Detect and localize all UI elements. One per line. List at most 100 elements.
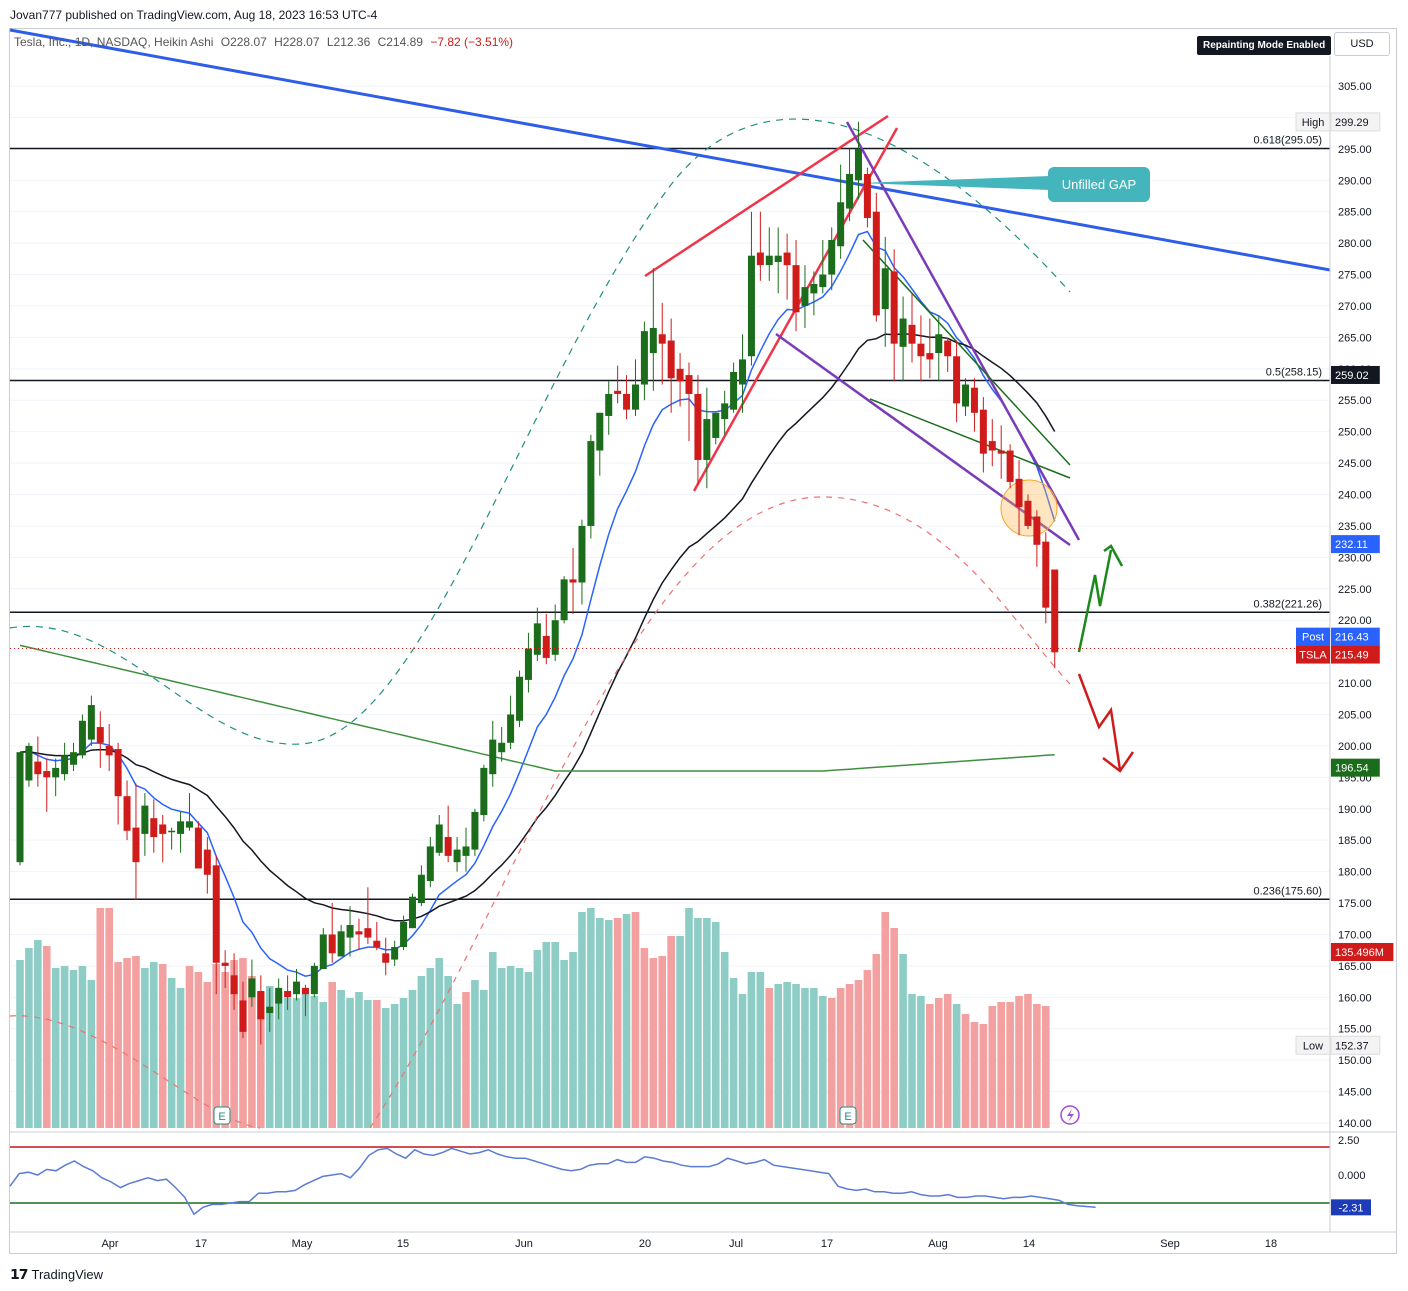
volume-bar [961, 1014, 970, 1128]
volume-bar [560, 960, 568, 1128]
candle-body [462, 846, 470, 856]
candle-body [970, 387, 978, 413]
axis-value-text: 196.54 [1335, 763, 1369, 775]
volume-bar [685, 908, 693, 1128]
volume-bar [774, 984, 782, 1128]
volume-bar [729, 978, 738, 1128]
published-caption: Jovan777 published on TradingView.com, A… [10, 8, 378, 22]
volume-bar [569, 952, 577, 1128]
candle-body [596, 412, 604, 451]
volume-bar [926, 1004, 934, 1128]
volume-bar [355, 992, 363, 1128]
volume-bar [801, 988, 809, 1128]
time-tick: 14 [1023, 1238, 1035, 1250]
volume-bar [988, 1006, 997, 1128]
candle-body [78, 720, 86, 756]
axis-value-text: 259.02 [1335, 370, 1369, 382]
volume-bar [622, 914, 631, 1128]
volume-bar [587, 908, 595, 1128]
volume-bar [69, 970, 78, 1128]
price-tick: 230.00 [1338, 552, 1372, 564]
candle-body [435, 824, 443, 853]
oscillator-pane: 2.50 0.000 -2.31 [9, 1131, 1397, 1216]
volume-bar [435, 958, 444, 1128]
volume-bar [658, 956, 667, 1128]
currency-button[interactable]: USD [1334, 32, 1390, 56]
candle-body [551, 620, 559, 655]
candle-body [854, 148, 862, 181]
candle-body [16, 752, 24, 863]
candle-body [1006, 450, 1014, 482]
candle-body [667, 340, 675, 379]
volume-bar [943, 994, 952, 1128]
candle-body [150, 818, 158, 838]
fib-level-label: 0.236(175.60) [1254, 885, 1323, 897]
candle-body [953, 356, 961, 404]
repainting-badge[interactable]: Repainting Mode Enabled [1197, 36, 1332, 55]
price-tick: 150.00 [1338, 1055, 1372, 1067]
candle-body [87, 705, 95, 740]
volume-bar [551, 942, 559, 1128]
volume-bar [417, 976, 426, 1128]
open-value: O228.07 [220, 35, 267, 49]
volume-bar [979, 1024, 988, 1128]
candle-body [1024, 500, 1032, 526]
axis-label-text: High [1302, 117, 1325, 129]
candle-body [25, 745, 33, 781]
fib-level-label: 0.5(258.15) [1266, 366, 1322, 378]
volume-bar [471, 980, 479, 1128]
green-line-lower [869, 398, 1071, 479]
fib-levels: 0.618(295.05) 0.5(258.15) 0.382(221.26) 0.2… [10, 135, 1330, 901]
volume-bar [854, 980, 863, 1128]
close-value: C214.89 [377, 35, 423, 49]
candle-body [1033, 516, 1041, 545]
candle-body [846, 173, 854, 209]
price-tick: 265.00 [1338, 332, 1372, 344]
candle-body [721, 403, 729, 420]
candle-body [257, 991, 265, 1020]
candle-body [177, 821, 185, 834]
candle-body [801, 287, 809, 306]
time-axis: Apr 17 May 15 Jun 20 Jul 17 Aug 14 Sep 18 [10, 1231, 1397, 1250]
price-tick: 305.00 [1338, 81, 1372, 93]
symbol-legend[interactable]: Tesla, Inc., 1D, NASDAQ, Heikin Ashi O22… [14, 35, 513, 49]
ema-long-line [19, 332, 1056, 922]
candle-body [792, 265, 800, 313]
candle-body [756, 252, 764, 266]
candle-body [730, 371, 738, 410]
price-tick: 205.00 [1338, 709, 1372, 721]
axis-value-box [1330, 112, 1381, 132]
candle-body [337, 931, 345, 957]
candle-body [926, 353, 934, 360]
candle-body [52, 767, 60, 778]
candle-body [524, 648, 532, 680]
candle-body [489, 739, 497, 775]
volume-bar [274, 992, 283, 1128]
candle-body [765, 255, 773, 266]
candle-body [105, 745, 113, 756]
candle-body [185, 821, 193, 828]
candle-body [944, 340, 952, 357]
earnings-marker [213, 1106, 231, 1125]
footer-brand[interactable]: 𝟭𝟳 TradingView [10, 1266, 103, 1283]
volume-bar [239, 958, 247, 1128]
time-tick: Jul [729, 1238, 743, 1250]
price-tick: 165.00 [1338, 961, 1372, 973]
volume-bar [997, 1002, 1005, 1128]
price-tick: 155.00 [1338, 1024, 1372, 1036]
candle-body [623, 393, 631, 410]
long-downtrend-line [9, 28, 1331, 272]
volume-bar [917, 996, 925, 1128]
candle-body [783, 252, 791, 266]
candle-body [694, 393, 702, 460]
axis-value-box [1330, 1035, 1381, 1055]
candle-body [34, 761, 42, 775]
volume-bar [649, 958, 658, 1128]
volume-bar [747, 972, 756, 1128]
price-tick: 240.00 [1338, 490, 1372, 502]
time-tick: 20 [639, 1238, 651, 1250]
time-tick: Apr [101, 1238, 118, 1250]
price-tick: 280.00 [1338, 238, 1372, 250]
volume-bar [604, 920, 613, 1128]
